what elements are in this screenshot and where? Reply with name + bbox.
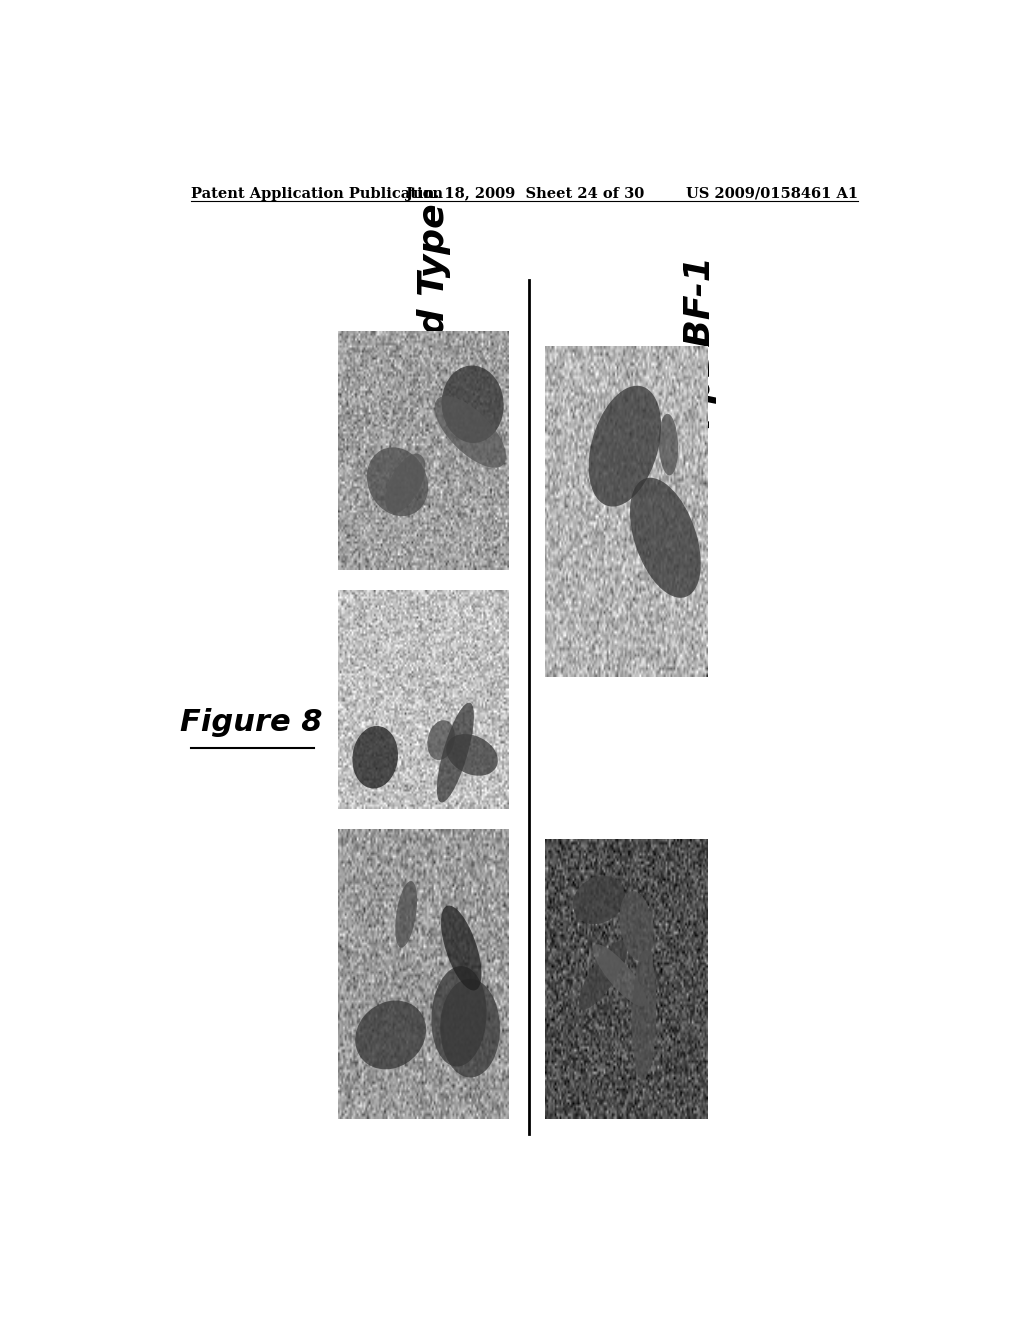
Text: PpDBF-1: PpDBF-1 (682, 255, 717, 428)
Text: Jun. 18, 2009  Sheet 24 of 30: Jun. 18, 2009 Sheet 24 of 30 (406, 187, 644, 201)
Text: Wild Type: Wild Type (417, 203, 451, 399)
Text: Patent Application Publication: Patent Application Publication (191, 187, 443, 201)
Text: Figure 8: Figure 8 (180, 708, 323, 737)
Text: US 2009/0158461 A1: US 2009/0158461 A1 (686, 187, 858, 201)
